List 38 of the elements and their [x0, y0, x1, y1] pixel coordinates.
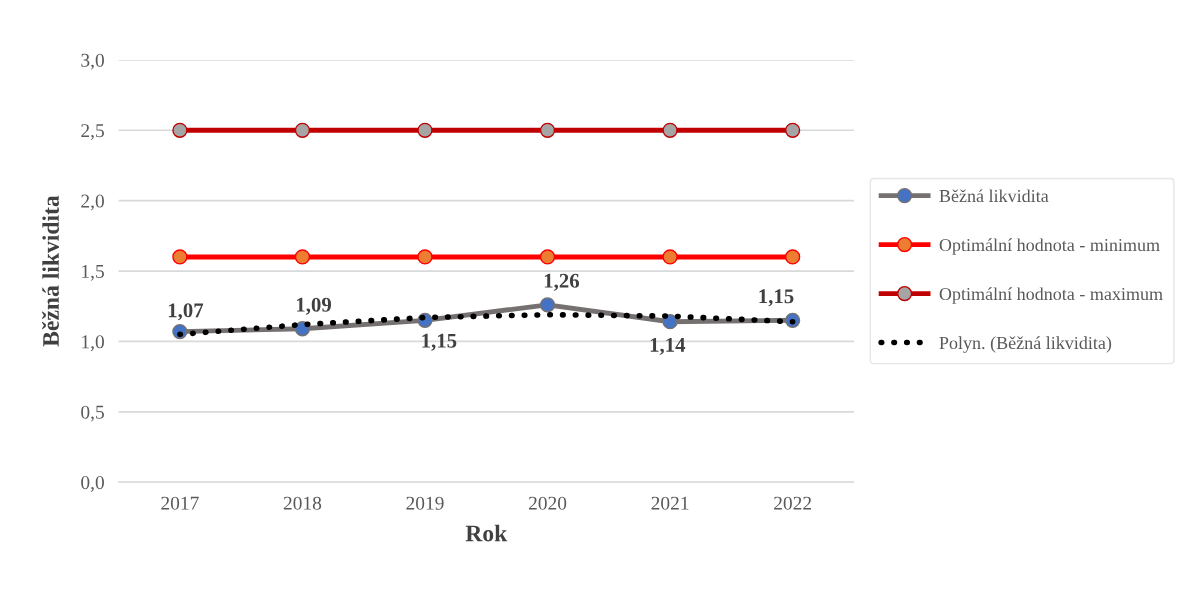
x-axis-title: Rok	[465, 524, 508, 542]
point	[539, 122, 556, 138]
y-tick-label: 1,5	[82, 264, 104, 281]
point	[417, 122, 433, 138]
point	[662, 249, 678, 265]
point	[294, 249, 311, 265]
point	[539, 297, 556, 313]
y-tick-label: 2,5	[81, 124, 104, 141]
point	[785, 249, 801, 265]
y-axis-title: Běžná likvidita	[42, 195, 59, 347]
data-label: 1,09	[296, 297, 332, 315]
y-tick-label: 3,0	[81, 53, 104, 70]
y-tick-label: 1,0	[82, 335, 104, 352]
point	[662, 122, 678, 138]
point	[785, 122, 801, 138]
data-label: 1,07	[168, 303, 204, 321]
legend-label: Optimální hodnota - minimum	[939, 238, 1160, 255]
point	[539, 249, 556, 265]
point	[172, 249, 188, 265]
x-tick-label: 2020	[528, 496, 567, 510]
legend-label: Polyn. (Běžná likvidita)	[939, 336, 1112, 353]
point	[172, 122, 188, 138]
legend-label: Optimální hodnota - maximum	[939, 287, 1163, 304]
y-tick-label: 0,0	[81, 476, 104, 492]
data-label: 1,15	[759, 289, 794, 307]
x-tick-label: 2019	[406, 496, 444, 510]
x-tick-label: 2018	[283, 496, 322, 510]
legend-label: Běžná likvidita	[939, 189, 1049, 203]
x-tick-label: 2022	[774, 496, 812, 510]
point	[417, 249, 433, 265]
data-label: 1,15	[422, 333, 457, 351]
x-tick-label: 2021	[651, 496, 689, 510]
data-label: 1,26	[544, 273, 580, 291]
x-tick-label: 2017	[161, 496, 199, 510]
y-tick-label: 2,0	[81, 194, 104, 211]
y-tick-label: 0,5	[81, 405, 104, 422]
point	[294, 122, 311, 138]
data-label: 1,14	[650, 337, 686, 355]
